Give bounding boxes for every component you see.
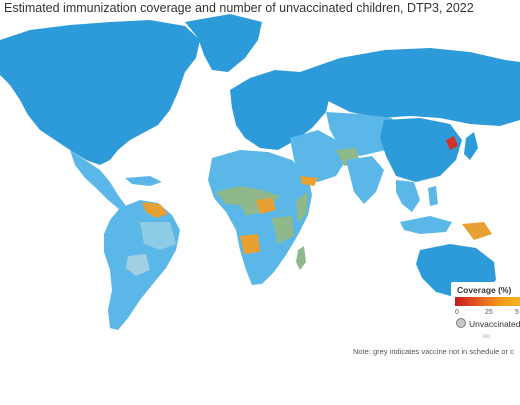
region-africa (208, 150, 312, 285)
region-bolivia (126, 254, 150, 276)
region-venezuela (142, 202, 168, 218)
legend-source-fragment: Ma (483, 334, 490, 340)
region-middle-east (290, 130, 346, 182)
legend: Coverage (%) 0 25 5 Unvaccinated (451, 282, 520, 334)
region-russia (300, 48, 520, 126)
region-indonesia (400, 216, 452, 234)
legend-tick-50: 5 (515, 309, 519, 316)
region-japan (464, 132, 478, 160)
region-north-america (0, 20, 200, 165)
region-nigeria (238, 198, 262, 216)
region-central-african-republic (256, 198, 276, 214)
region-greenland (185, 14, 262, 72)
region-southeast-asia (396, 180, 420, 212)
legend-title: Coverage (%) (457, 285, 512, 295)
region-north-korea (446, 136, 458, 150)
region-central-asia (326, 112, 400, 156)
region-central-america (70, 150, 126, 210)
region-brazil-north (140, 222, 176, 250)
region-madagascar (296, 246, 306, 270)
region-angola (240, 234, 260, 254)
legend-tick-0: 0 (455, 309, 459, 316)
region-philippines (428, 186, 438, 206)
region-caribbean (125, 176, 162, 186)
region-somalia (296, 192, 308, 222)
region-europe (230, 70, 330, 150)
legend-unvaccinated: Unvaccinated (456, 318, 520, 329)
unvaccinated-circle-icon (456, 318, 466, 328)
region-east-africa (272, 216, 294, 244)
map-note: Note: grey indicates vaccine not in sche… (353, 347, 514, 356)
legend-tick-25: 25 (485, 309, 493, 316)
legend-color-scale (455, 297, 520, 306)
map-title: Estimated immunization coverage and numb… (4, 1, 474, 15)
region-china (380, 118, 462, 182)
legend-unvaccinated-label: Unvaccinated (469, 319, 520, 329)
region-india (346, 156, 384, 204)
region-yemen (300, 176, 318, 186)
region-papua-new-guinea (462, 222, 492, 240)
